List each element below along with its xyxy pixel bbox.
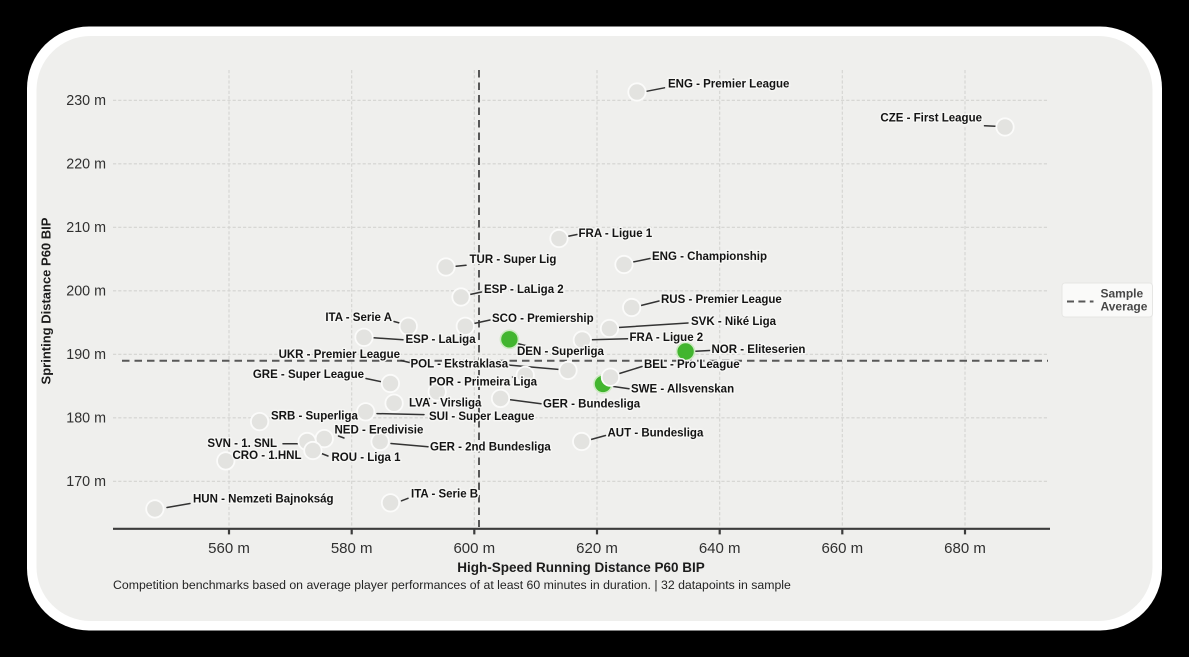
svg-text:GER - Bundesliga: GER - Bundesliga: [543, 398, 641, 410]
svg-text:230 m: 230 m: [66, 93, 106, 109]
svg-text:GRE - Super League: GRE - Super League: [253, 369, 364, 381]
svg-text:RUS - Premier League: RUS - Premier League: [661, 294, 782, 306]
svg-text:TUR - Super Lig: TUR - Super Lig: [470, 254, 557, 266]
svg-text:SRB - Superliga: SRB - Superliga: [271, 410, 359, 422]
svg-text:SCO - Premiership: SCO - Premiership: [492, 313, 594, 325]
svg-text:680 m: 680 m: [944, 540, 986, 557]
svg-text:SUI - Super League: SUI - Super League: [429, 411, 534, 423]
svg-text:ESP - LaLiga: ESP - LaLiga: [406, 334, 477, 346]
svg-text:ITA - Serie B: ITA - Serie B: [411, 488, 478, 500]
svg-text:FRA - Ligue 1: FRA - Ligue 1: [579, 228, 653, 240]
svg-text:210 m: 210 m: [66, 220, 106, 236]
svg-text:170 m: 170 m: [66, 474, 106, 490]
svg-text:190 m: 190 m: [66, 347, 106, 363]
svg-text:AUT - Bundesliga: AUT - Bundesliga: [608, 427, 704, 439]
svg-text:620 m: 620 m: [576, 540, 618, 557]
svg-text:180 m: 180 m: [66, 411, 106, 427]
svg-text:CZE - First League: CZE - First League: [880, 112, 982, 124]
svg-text:SWE - Allsvenskan: SWE - Allsvenskan: [631, 383, 734, 395]
svg-text:BEL - Pro League: BEL - Pro League: [644, 359, 740, 371]
svg-text:600 m: 600 m: [453, 540, 495, 557]
svg-text:660 m: 660 m: [821, 540, 863, 557]
svg-text:DEN - Superliga: DEN - Superliga: [517, 346, 605, 358]
svg-text:FRA - Ligue 2: FRA - Ligue 2: [630, 332, 704, 344]
svg-text:SVN - 1. SNL: SVN - 1. SNL: [207, 438, 277, 450]
svg-text:Average: Average: [1101, 300, 1148, 314]
svg-text:580 m: 580 m: [331, 540, 373, 557]
svg-text:High-Speed Running Distance P6: High-Speed Running Distance P60 BIP: [457, 560, 705, 575]
svg-text:ITA - Serie A: ITA - Serie A: [325, 312, 392, 324]
svg-text:LVA - Virsliga: LVA - Virsliga: [409, 397, 482, 409]
svg-text:ROU - Liga 1: ROU - Liga 1: [332, 452, 402, 464]
svg-text:Sample: Sample: [1101, 287, 1144, 301]
svg-text:POL - Ekstraklasa: POL - Ekstraklasa: [411, 358, 509, 370]
svg-text:NED - Eredivisie: NED - Eredivisie: [335, 424, 424, 436]
svg-text:Sprinting Distance P60 BIP: Sprinting Distance P60 BIP: [39, 217, 54, 384]
svg-text:NOR - Eliteserien: NOR - Eliteserien: [712, 344, 806, 356]
svg-text:CRO - 1.HNL: CRO - 1.HNL: [233, 450, 302, 462]
svg-text:ENG - Premier League: ENG - Premier League: [668, 78, 789, 90]
svg-text:220 m: 220 m: [66, 157, 106, 173]
svg-text:ESP - LaLiga 2: ESP - LaLiga 2: [484, 284, 564, 296]
svg-text:SVK - Niké Liga: SVK - Niké Liga: [691, 316, 777, 328]
svg-text:560 m: 560 m: [208, 540, 250, 557]
svg-text:POR - Primeira Liga: POR - Primeira Liga: [429, 376, 538, 388]
svg-text:HUN - Nemzeti Bajnokság: HUN - Nemzeti Bajnokság: [193, 493, 334, 505]
svg-text:640 m: 640 m: [699, 540, 741, 557]
svg-text:Competition benchmarks based o: Competition benchmarks based on average …: [113, 578, 791, 592]
svg-text:GER - 2nd Bundesliga: GER - 2nd Bundesliga: [430, 441, 551, 453]
svg-text:200 m: 200 m: [66, 284, 106, 300]
svg-text:UKR - Premier League: UKR - Premier League: [279, 349, 400, 361]
svg-text:ENG - Championship: ENG - Championship: [652, 251, 767, 263]
